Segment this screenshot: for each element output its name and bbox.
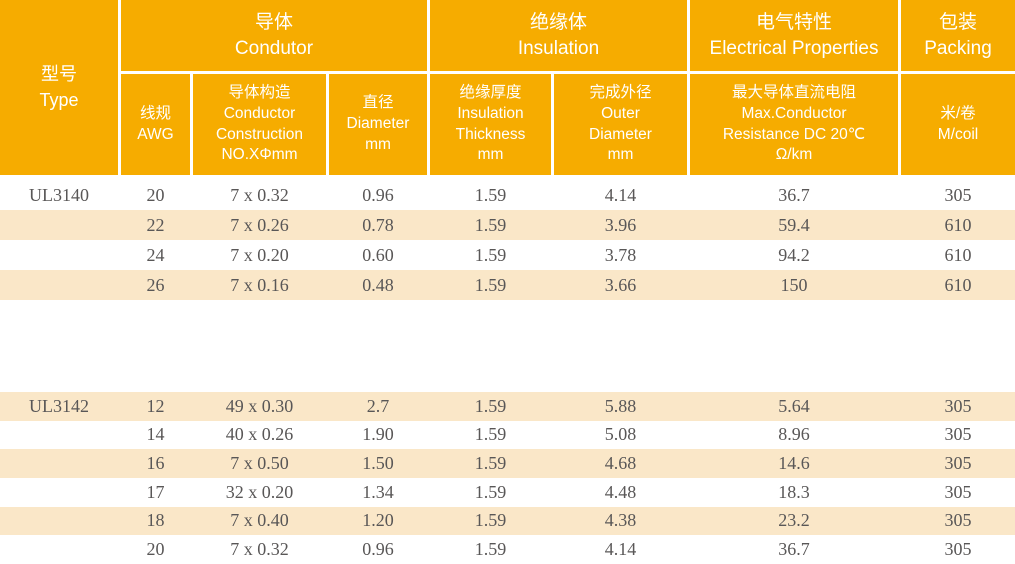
group-header-insulation: 绝缘体 Insulation [430, 0, 687, 71]
col-header-type: 型号 Type [0, 0, 118, 175]
value-cell-conductor_construction: 7 x 0.26 [230, 214, 289, 235]
value-cell-insulation_thickness_mm: 1.59 [474, 274, 507, 295]
value-cell-max_dc_resistance_ohm_km: 8.96 [778, 424, 810, 445]
type-cell: UL3140 [29, 184, 89, 205]
value-cell-max_dc_resistance_ohm_km: 36.7 [778, 539, 810, 560]
value-cell-awg: 26 [146, 274, 165, 295]
table-row: 16 7 x 0.50 1.50 1.59 4.68 14.6 305 [0, 449, 1015, 478]
value-cell-outer_diameter_mm: 4.14 [604, 184, 637, 205]
value-cell-awg: 16 [146, 453, 165, 474]
table-row: 24 7 x 0.20 0.60 1.59 3.78 94.2 610 [0, 240, 1015, 270]
value-cell-insulation_thickness_mm: 1.59 [474, 453, 507, 474]
table-row: 17 32 x 0.20 1.34 1.59 4.48 18.3 305 [0, 478, 1015, 507]
table-row: UL3140 20 7 x 0.32 0.96 1.59 4.14 36.7 305 [0, 180, 1015, 210]
col-header-insulation-thickness: 绝缘厚度 Insulation Thickness mm [430, 74, 551, 175]
value-cell-outer_diameter_mm: 4.38 [604, 510, 637, 531]
value-cell-outer_diameter_mm: 5.08 [604, 424, 637, 445]
table-row: UL3142 12 49 x 0.30 2.7 1.59 5.88 5.64 305 [0, 392, 1015, 421]
value-cell-conductor_construction: 32 x 0.20 [225, 481, 294, 502]
value-cell-packing_m_coil: 305 [944, 453, 972, 474]
value-cell-diameter_mm: 0.96 [362, 184, 394, 205]
value-cell-awg: 12 [146, 395, 165, 416]
value-cell-max_dc_resistance_ohm_km: 23.2 [778, 510, 810, 531]
value-cell-packing_m_coil: 610 [944, 214, 972, 235]
value-cell-packing_m_coil: 305 [944, 539, 972, 560]
value-cell-conductor_construction: 49 x 0.30 [225, 395, 294, 416]
value-cell-packing_m_coil: 305 [944, 424, 972, 445]
value-cell-max_dc_resistance_ohm_km: 18.3 [778, 481, 810, 502]
value-cell-max_dc_resistance_ohm_km: 36.7 [778, 184, 810, 205]
value-cell-diameter_mm: 1.34 [362, 481, 394, 502]
value-cell-insulation_thickness_mm: 1.59 [474, 184, 507, 205]
value-cell-max_dc_resistance_ohm_km: 150 [780, 274, 808, 295]
value-cell-insulation_thickness_mm: 1.59 [474, 539, 507, 560]
table-body: UL3140 20 7 x 0.32 0.96 1.59 4.14 36.7 305 22 7 x… [0, 180, 1015, 564]
value-cell-diameter_mm: 0.60 [362, 244, 394, 265]
value-cell-max_dc_resistance_ohm_km: 94.2 [778, 244, 810, 265]
value-cell-packing_m_coil: 305 [944, 510, 972, 531]
value-cell-awg: 20 [146, 184, 165, 205]
value-cell-awg: 22 [146, 214, 165, 235]
table-header: 型号 Type 导体 Condutor 绝缘体 Insulation 电气特性 … [0, 0, 1015, 175]
type-cell: UL3142 [29, 395, 89, 416]
table-row: 20 7 x 0.32 0.96 1.59 4.14 36.7 305 [0, 535, 1015, 564]
value-cell-max_dc_resistance_ohm_km: 5.64 [778, 395, 810, 416]
value-cell-packing_m_coil: 610 [944, 244, 972, 265]
value-cell-packing_m_coil: 305 [944, 481, 972, 502]
value-cell-outer_diameter_mm: 4.68 [604, 453, 637, 474]
value-cell-awg: 17 [146, 481, 165, 502]
group-header-conductor: 导体 Condutor [121, 0, 427, 71]
value-cell-insulation_thickness_mm: 1.59 [474, 510, 507, 531]
value-cell-insulation_thickness_mm: 1.59 [474, 395, 507, 416]
value-cell-conductor_construction: 40 x 0.26 [225, 424, 294, 445]
value-cell-outer_diameter_mm: 3.78 [604, 244, 637, 265]
value-cell-conductor_construction: 7 x 0.32 [230, 539, 289, 560]
value-cell-insulation_thickness_mm: 1.59 [474, 424, 507, 445]
col-header-awg: 线规 AWG [121, 74, 190, 175]
value-cell-max_dc_resistance_ohm_km: 14.6 [778, 453, 810, 474]
value-cell-max_dc_resistance_ohm_km: 59.4 [778, 214, 810, 235]
table-row: 18 7 x 0.40 1.20 1.59 4.38 23.2 305 [0, 506, 1015, 536]
value-cell-awg: 14 [146, 424, 165, 445]
group-header-electrical-properties: 电气特性 Electrical Properties [690, 0, 898, 71]
value-cell-diameter_mm: 0.96 [362, 539, 394, 560]
value-cell-insulation_thickness_mm: 1.59 [474, 214, 507, 235]
value-cell-conductor_construction: 7 x 0.20 [230, 244, 289, 265]
col-header-max-dc-resistance: 最大导体直流电阻 Max.Conductor Resistance DC 20℃… [690, 74, 898, 175]
table-row: 26 7 x 0.16 0.48 1.59 3.66 150 610 [0, 270, 1015, 300]
value-cell-outer_diameter_mm: 5.88 [604, 395, 637, 416]
value-cell-packing_m_coil: 305 [944, 184, 972, 205]
group-header-packing: 包装 Packing [901, 0, 1015, 71]
value-cell-outer_diameter_mm: 3.96 [604, 214, 637, 235]
col-header-conductor-construction: 导体构造 Conductor Construction NO.XΦmm [193, 74, 326, 175]
value-cell-diameter_mm: 0.78 [362, 214, 394, 235]
table-section-gap [0, 300, 1015, 392]
col-header-m-coil: 米/卷 M/coil [901, 74, 1015, 175]
value-cell-awg: 20 [146, 539, 165, 560]
value-cell-conductor_construction: 7 x 0.32 [230, 184, 289, 205]
value-cell-outer_diameter_mm: 3.66 [604, 274, 637, 295]
table-row: 22 7 x 0.26 0.78 1.59 3.96 59.4 610 [0, 210, 1015, 240]
value-cell-awg: 24 [146, 244, 165, 265]
col-header-outer-diameter: 完成外径 Outer Diameter mm [554, 74, 687, 175]
value-cell-outer_diameter_mm: 4.48 [604, 481, 637, 502]
value-cell-outer_diameter_mm: 4.14 [604, 539, 637, 560]
table-row: 14 40 x 0.26 1.90 1.59 5.08 8.96 305 [0, 421, 1015, 450]
value-cell-diameter_mm: 1.50 [362, 453, 394, 474]
value-cell-conductor_construction: 7 x 0.16 [230, 274, 289, 295]
value-cell-diameter_mm: 2.7 [366, 395, 390, 416]
value-cell-diameter_mm: 1.90 [362, 424, 394, 445]
value-cell-insulation_thickness_mm: 1.59 [474, 481, 507, 502]
value-cell-packing_m_coil: 610 [944, 274, 972, 295]
value-cell-conductor_construction: 7 x 0.40 [230, 510, 289, 531]
value-cell-packing_m_coil: 305 [944, 395, 972, 416]
value-cell-diameter_mm: 0.48 [362, 274, 394, 295]
value-cell-awg: 18 [146, 510, 165, 531]
value-cell-conductor_construction: 7 x 0.50 [230, 453, 289, 474]
col-header-diameter: 直径 Diameter mm [329, 74, 427, 175]
value-cell-insulation_thickness_mm: 1.59 [474, 244, 507, 265]
value-cell-diameter_mm: 1.20 [362, 510, 394, 531]
